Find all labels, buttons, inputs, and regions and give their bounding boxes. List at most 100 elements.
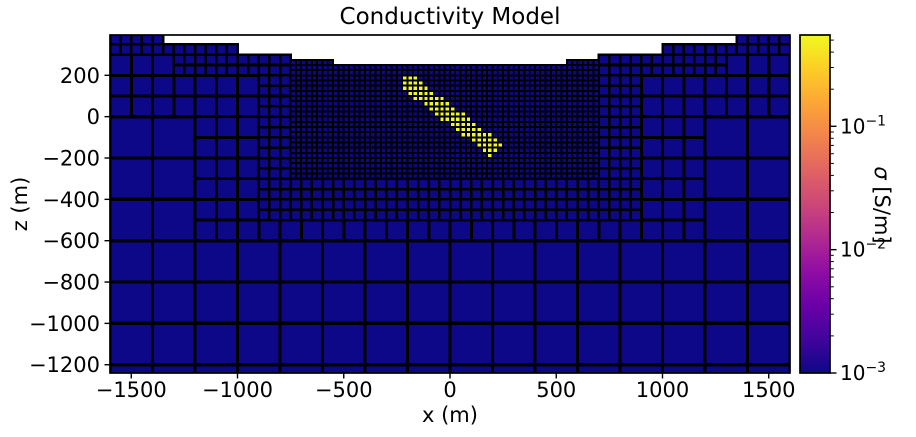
mesh-cell [150,238,197,284]
mesh-cell [703,114,750,160]
mesh-cell [608,156,622,170]
mesh-cell [416,208,430,222]
mesh-cell [193,43,207,56]
mesh-cell [459,208,473,222]
mesh-cell [300,187,314,201]
mesh-cell [236,73,261,98]
mesh-cell [119,43,133,56]
mesh-cell [321,198,335,211]
mesh-cell [278,177,292,191]
mesh-cell [767,43,781,56]
mesh-cell [405,280,452,325]
mesh-cell [586,177,600,191]
mesh-cell [735,43,749,56]
mesh-cell [703,94,728,119]
mesh-cell [353,177,367,191]
mesh-cell [406,177,420,191]
mesh-cell [342,198,356,211]
mesh-cell [235,280,282,325]
mesh-cell [363,177,377,191]
mesh-cell [714,63,728,77]
mesh-cell [639,177,665,201]
mesh-cell [151,35,165,46]
mesh-cell [640,63,654,77]
mesh-cell [470,198,484,211]
mesh-cell [639,115,665,139]
mesh-cell [129,94,155,119]
mesh-cell [597,84,611,98]
mesh-cell [300,208,314,222]
mesh-cell [745,321,790,367]
mesh-cell [427,187,441,201]
mesh-cell [660,238,707,284]
mesh-cell [544,208,558,222]
mesh-cell [459,187,473,201]
mesh-cell [150,156,197,201]
mesh-cell [703,238,750,284]
mesh-cell [257,125,271,139]
mesh-cell [480,198,494,211]
mesh-cell [597,94,611,108]
mesh-cell [523,177,537,191]
mesh-cell [491,187,505,201]
x-tick-label: −1500 [96,378,167,402]
mesh-cell [236,197,261,222]
mesh-cell [193,63,207,77]
mesh-cell [278,53,292,67]
mesh-cell [608,53,622,67]
mesh-cell [618,84,632,98]
mesh-cell [225,43,239,56]
colorbar-tick-label: 10−1 [840,113,886,138]
mesh-cell [639,218,665,243]
mesh-cell [129,53,155,77]
mesh-cell [427,177,441,191]
mesh-cell [110,156,155,201]
mesh-cell [331,187,345,201]
x-axis-label: x (m) [422,403,478,427]
mesh-cell [395,208,409,222]
mesh-cell [671,43,685,56]
mesh-cell [618,63,632,77]
mesh-cell [300,177,314,191]
mesh-cell [193,135,218,160]
mesh-cell [236,218,261,243]
mesh-cell [289,177,303,191]
y-tick-label: 200 [60,64,100,88]
mesh-cell [448,208,462,222]
mesh-cell [278,84,292,98]
mesh-cell [268,136,282,149]
mesh-cell [745,197,790,243]
mesh-cell [703,73,728,98]
mesh-cell [661,218,686,243]
mesh-cell [470,187,484,201]
mesh-cell [682,177,707,201]
mesh-cell [257,156,271,170]
y-tick-label: −1200 [29,353,100,377]
mesh-cell [565,177,579,191]
mesh-cell [268,198,282,211]
mesh-cell [214,115,240,139]
mesh-cell [246,53,260,67]
y-tick-label: 0 [87,105,100,129]
mesh-cell [236,63,250,77]
mesh-cell [310,187,324,201]
mesh-cell [268,177,282,191]
mesh-cell [597,115,611,129]
mesh-cell [597,187,611,201]
mesh-cell [278,125,292,139]
mesh-cell [214,94,240,119]
mesh-cell [236,94,261,119]
mesh-cell [650,53,664,67]
mesh-cell [575,238,622,284]
mesh-cell [215,53,229,67]
mesh-cell [257,208,271,222]
mesh-cell [629,94,643,108]
mesh-cell [215,63,229,77]
mesh-cell [724,53,750,77]
mesh-cell [608,105,622,118]
mesh-cell [278,218,303,243]
colorbar-unit: [S/m] [870,179,894,244]
mesh-cell [597,105,611,118]
mesh-cell [618,136,632,149]
mesh-cells [110,35,790,373]
